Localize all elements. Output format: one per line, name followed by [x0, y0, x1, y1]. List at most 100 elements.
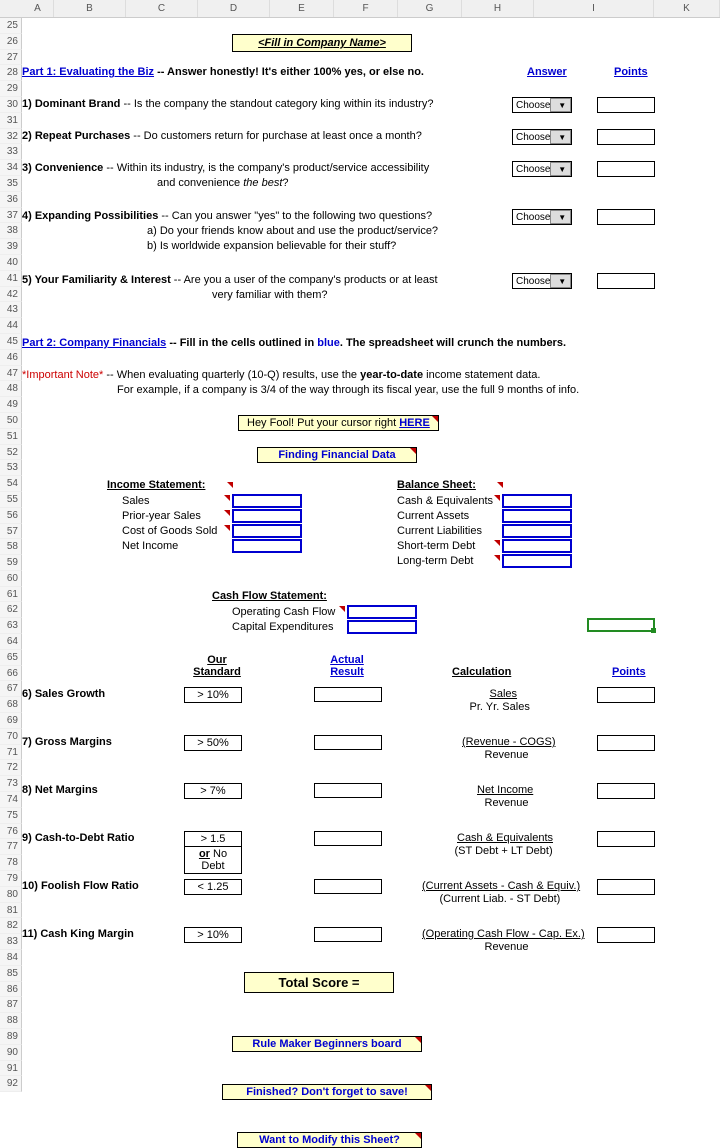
column-header-D[interactable]: D: [198, 0, 270, 17]
balance-input-3[interactable]: [502, 539, 572, 553]
row-header-64[interactable]: 64: [0, 634, 22, 650]
column-header-K[interactable]: K: [654, 0, 720, 17]
row-header-59[interactable]: 59: [0, 555, 22, 571]
balance-input-2[interactable]: [502, 524, 572, 538]
row-header-52[interactable]: 52: [0, 445, 22, 461]
row-header-65[interactable]: 65: [0, 650, 22, 666]
column-header-E[interactable]: E: [270, 0, 334, 17]
row-header-44[interactable]: 44: [0, 318, 22, 334]
row-header-86[interactable]: 86: [0, 982, 22, 998]
row-header-75[interactable]: 75: [0, 808, 22, 824]
row-header-71[interactable]: 71: [0, 745, 22, 761]
row-header-30[interactable]: 30: [0, 97, 22, 113]
income-input-3[interactable]: [232, 539, 302, 553]
row-header-40[interactable]: 40: [0, 255, 22, 271]
row-header-69[interactable]: 69: [0, 713, 22, 729]
column-header-I[interactable]: I: [534, 0, 654, 17]
row-header-45[interactable]: 45: [0, 334, 22, 350]
row-header-42[interactable]: 42: [0, 287, 22, 303]
row-header-37[interactable]: 37: [0, 208, 22, 224]
row-header-48[interactable]: 48: [0, 381, 22, 397]
row-header-90[interactable]: 90: [0, 1045, 22, 1061]
q3-choose-dropdown[interactable]: Choose▼: [512, 161, 572, 177]
part1-link[interactable]: Part 1: Evaluating the Biz: [22, 66, 154, 78]
row-header-31[interactable]: 31: [0, 113, 22, 129]
row-header-84[interactable]: 84: [0, 950, 22, 966]
row-header-32[interactable]: 32: [0, 129, 22, 145]
row-header-61[interactable]: 61: [0, 587, 22, 603]
income-input-0[interactable]: [232, 494, 302, 508]
column-header-A[interactable]: A: [22, 0, 54, 17]
row-header-91[interactable]: 91: [0, 1061, 22, 1077]
row-header-80[interactable]: 80: [0, 887, 22, 903]
row-header-29[interactable]: 29: [0, 81, 22, 97]
row-header-35[interactable]: 35: [0, 176, 22, 192]
row-header-83[interactable]: 83: [0, 934, 22, 950]
row-header-53[interactable]: 53: [0, 460, 22, 476]
row-header-70[interactable]: 70: [0, 729, 22, 745]
row-header-57[interactable]: 57: [0, 524, 22, 540]
row-header-58[interactable]: 58: [0, 539, 22, 555]
row-header-49[interactable]: 49: [0, 397, 22, 413]
row-header-68[interactable]: 68: [0, 697, 22, 713]
active-cell-I63[interactable]: [587, 618, 655, 632]
row-header-85[interactable]: 85: [0, 966, 22, 982]
column-header-F[interactable]: F: [334, 0, 398, 17]
part2-link[interactable]: Part 2: Company Financials: [22, 337, 166, 349]
row-header-92[interactable]: 92: [0, 1076, 22, 1092]
column-header-C[interactable]: C: [126, 0, 198, 17]
q5-choose-dropdown[interactable]: Choose▼: [512, 273, 572, 289]
company-name-cell[interactable]: <Fill in Company Name>: [232, 34, 412, 52]
cashflow-input-0[interactable]: [347, 605, 417, 619]
row-header-62[interactable]: 62: [0, 602, 22, 618]
balance-input-0[interactable]: [502, 494, 572, 508]
row-header-79[interactable]: 79: [0, 871, 22, 887]
balance-input-4[interactable]: [502, 554, 572, 568]
row-header-28[interactable]: 28: [0, 65, 22, 81]
row-header-47[interactable]: 47: [0, 366, 22, 382]
row-header-27[interactable]: 27: [0, 50, 22, 66]
income-input-1[interactable]: [232, 509, 302, 523]
row-header-25[interactable]: 25: [0, 18, 22, 34]
row-header-38[interactable]: 38: [0, 223, 22, 239]
row-header-66[interactable]: 66: [0, 666, 22, 682]
row-header-82[interactable]: 82: [0, 918, 22, 934]
q2-choose-dropdown[interactable]: Choose▼: [512, 129, 572, 145]
row-header-46[interactable]: 46: [0, 350, 22, 366]
row-header-74[interactable]: 74: [0, 792, 22, 808]
column-header-G[interactable]: G: [398, 0, 462, 17]
column-header-H[interactable]: H: [462, 0, 534, 17]
row-header-89[interactable]: 89: [0, 1029, 22, 1045]
q4-choose-dropdown[interactable]: Choose▼: [512, 209, 572, 225]
income-input-2[interactable]: [232, 524, 302, 538]
finished-save-box[interactable]: Finished? Don't forget to save!: [222, 1084, 432, 1100]
row-header-63[interactable]: 63: [0, 618, 22, 634]
row-header-77[interactable]: 77: [0, 839, 22, 855]
row-header-73[interactable]: 73: [0, 776, 22, 792]
row-header-26[interactable]: 26: [0, 34, 22, 50]
row-header-87[interactable]: 87: [0, 997, 22, 1013]
row-header-43[interactable]: 43: [0, 302, 22, 318]
row-header-36[interactable]: 36: [0, 192, 22, 208]
row-header-55[interactable]: 55: [0, 492, 22, 508]
row-header-88[interactable]: 88: [0, 1013, 22, 1029]
row-header-81[interactable]: 81: [0, 903, 22, 919]
row-header-67[interactable]: 67: [0, 681, 22, 697]
row-header-33[interactable]: 33: [0, 144, 22, 160]
row-header-50[interactable]: 50: [0, 413, 22, 429]
modify-sheet-box[interactable]: Want to Modify this Sheet?: [237, 1132, 422, 1148]
row-header-54[interactable]: 54: [0, 476, 22, 492]
row-header-56[interactable]: 56: [0, 508, 22, 524]
q1-choose-dropdown[interactable]: Choose▼: [512, 97, 572, 113]
row-header-51[interactable]: 51: [0, 429, 22, 445]
row-header-34[interactable]: 34: [0, 160, 22, 176]
row-header-39[interactable]: 39: [0, 239, 22, 255]
row-header-78[interactable]: 78: [0, 855, 22, 871]
row-header-41[interactable]: 41: [0, 271, 22, 287]
rule-maker-board-box[interactable]: Rule Maker Beginners board: [232, 1036, 422, 1052]
balance-input-1[interactable]: [502, 509, 572, 523]
row-header-76[interactable]: 76: [0, 824, 22, 840]
row-header-72[interactable]: 72: [0, 760, 22, 776]
column-header-B[interactable]: B: [54, 0, 126, 17]
hint-cursor-box[interactable]: Hey Fool! Put your cursor right HERE: [238, 415, 439, 431]
